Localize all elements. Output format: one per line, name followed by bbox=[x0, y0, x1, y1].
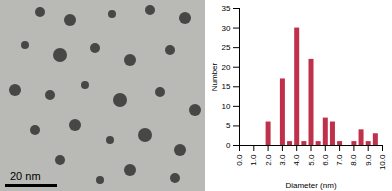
svg-text:7.0: 7.0 bbox=[335, 154, 344, 166]
svg-text:3.0: 3.0 bbox=[278, 154, 287, 166]
svg-text:Diameter (nm): Diameter (nm) bbox=[285, 181, 336, 190]
svg-text:10.0: 10.0 bbox=[378, 154, 387, 170]
svg-text:2.0: 2.0 bbox=[264, 154, 273, 166]
svg-text:30: 30 bbox=[222, 24, 231, 33]
svg-text:4.0: 4.0 bbox=[292, 154, 301, 166]
svg-text:0: 0 bbox=[226, 141, 231, 150]
svg-text:9.0: 9.0 bbox=[364, 154, 373, 166]
svg-text:5.0: 5.0 bbox=[307, 154, 316, 166]
svg-text:Number: Number bbox=[210, 62, 219, 91]
svg-text:15: 15 bbox=[222, 82, 231, 91]
svg-text:25: 25 bbox=[222, 43, 231, 52]
svg-text:1.0: 1.0 bbox=[249, 154, 258, 166]
svg-text:6.0: 6.0 bbox=[321, 154, 330, 166]
svg-text:20 nm: 20 nm bbox=[10, 170, 41, 182]
svg-text:5: 5 bbox=[226, 121, 231, 130]
svg-text:10: 10 bbox=[222, 102, 231, 111]
svg-text:35: 35 bbox=[222, 4, 231, 13]
svg-text:20: 20 bbox=[222, 63, 231, 72]
svg-text:0.0: 0.0 bbox=[235, 154, 244, 166]
svg-text:8.0: 8.0 bbox=[349, 154, 358, 166]
